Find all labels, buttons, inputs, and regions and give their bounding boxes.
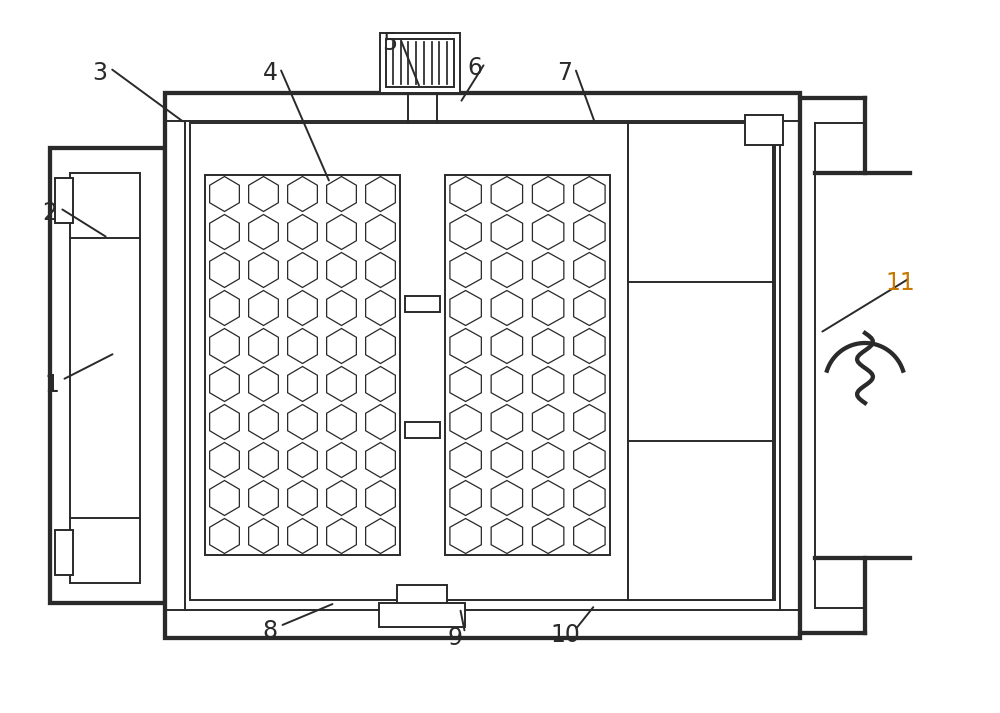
Bar (445, 175, 610, 555)
Bar (397, 585, 447, 605)
Text: 8: 8 (262, 619, 278, 643)
Bar (745, 115, 783, 145)
Bar (55, 530, 73, 575)
Text: 11: 11 (885, 271, 915, 295)
Bar (386, 39, 454, 87)
Text: 10: 10 (550, 623, 580, 647)
Bar (628, 123, 773, 600)
Bar (405, 296, 440, 312)
Bar (55, 178, 73, 223)
Bar (50, 148, 165, 603)
Bar (70, 173, 140, 238)
Text: 2: 2 (42, 201, 58, 225)
Bar (190, 123, 775, 600)
Text: 3: 3 (92, 61, 108, 85)
Bar (380, 33, 460, 93)
Text: 7: 7 (558, 61, 572, 85)
Bar (628, 441, 773, 600)
Text: 4: 4 (262, 61, 278, 85)
Text: 9: 9 (448, 626, 462, 650)
Bar (379, 603, 465, 627)
Bar (205, 175, 400, 555)
Text: 1: 1 (45, 373, 59, 397)
Text: 6: 6 (468, 56, 482, 80)
Bar (165, 93, 800, 638)
Bar (628, 123, 773, 282)
Bar (70, 518, 140, 583)
Text: 5: 5 (382, 31, 398, 55)
Bar (405, 421, 440, 438)
